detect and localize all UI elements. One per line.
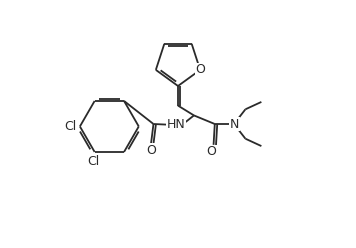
Text: O: O [146, 144, 156, 157]
Text: O: O [195, 63, 205, 76]
Text: HN: HN [167, 118, 186, 130]
Text: Cl: Cl [64, 120, 76, 133]
Text: O: O [206, 145, 216, 158]
Text: N: N [230, 118, 239, 130]
Text: Cl: Cl [87, 155, 100, 168]
